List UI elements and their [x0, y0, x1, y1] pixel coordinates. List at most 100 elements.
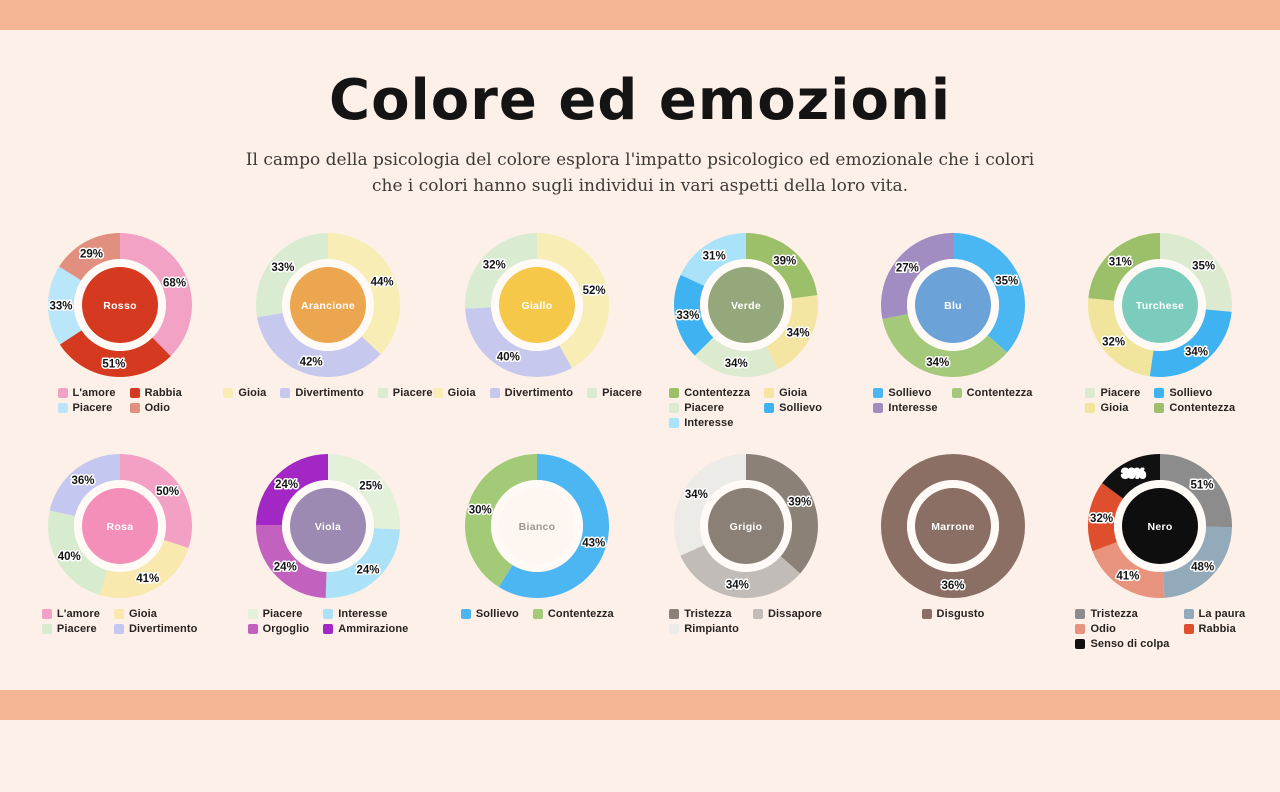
legend-swatch: [1184, 609, 1194, 619]
percent-label: 33%: [271, 262, 294, 274]
chart-legend: Sollievo Contentezza Interesse: [873, 387, 1032, 414]
percent-label: 39%: [773, 256, 796, 268]
percent-label: 41%: [136, 574, 159, 586]
legend-item: Dissapore: [753, 608, 822, 620]
legend-label: Sollievo: [476, 608, 519, 620]
legend-label: Gioia: [238, 387, 266, 399]
percent-label: 50%: [156, 487, 179, 499]
percent-label: 52%: [583, 286, 606, 298]
percent-label: 68%: [163, 278, 186, 290]
legend-swatch: [1184, 624, 1194, 634]
legend-label: Piacere: [57, 623, 97, 635]
legend-swatch: [873, 388, 883, 398]
percent-label: 48%: [1191, 562, 1214, 574]
percent-label: 40%: [57, 552, 80, 564]
percent-label: 32%: [1090, 513, 1113, 525]
legend-swatch: [248, 624, 258, 634]
legend-label: Odio: [1090, 623, 1115, 635]
percent-label: 35%: [1192, 261, 1215, 273]
legend-item: Divertimento: [114, 623, 197, 635]
chart-center-label: Arancione: [301, 300, 355, 312]
legend-item: Piacere: [58, 402, 116, 414]
legend-swatch: [130, 403, 140, 413]
percent-label: 31%: [1109, 257, 1132, 269]
legend-label: Rabbia: [1199, 623, 1236, 635]
chart-center-label: Blu: [944, 300, 962, 312]
legend-item: Interesse: [669, 417, 750, 429]
chart-legend: Sollievo Contentezza: [461, 608, 614, 620]
legend-item: Sollievo: [873, 387, 937, 399]
percent-label: 30%: [1122, 469, 1145, 481]
legend-swatch: [280, 388, 290, 398]
legend-swatch: [1154, 403, 1164, 413]
legend-label: Tristezza: [684, 608, 731, 620]
legend-label: Piacere: [1100, 387, 1140, 399]
legend-swatch: [1075, 639, 1085, 649]
legend-item: Gioia: [764, 387, 822, 399]
legend-swatch: [1154, 388, 1164, 398]
legend-label: Interesse: [684, 417, 733, 429]
percent-label: 32%: [483, 260, 506, 272]
legend-swatch: [323, 609, 333, 619]
percent-label: 51%: [1191, 480, 1214, 492]
legend-swatch: [1085, 403, 1095, 413]
legend-label: L'amore: [57, 608, 100, 620]
legend-swatch: [669, 418, 679, 428]
legend-swatch: [461, 609, 471, 619]
legend-item: Interesse: [323, 608, 408, 620]
legend-swatch: [248, 609, 258, 619]
legend-item: Interesse: [873, 402, 937, 414]
chart-center-label: Rosso: [103, 300, 137, 312]
percent-label: 34%: [1185, 347, 1208, 359]
chart-legend: Disgusto: [922, 608, 985, 620]
legend-item: L'amore: [42, 608, 100, 620]
bottom-accent-bar: [0, 690, 1280, 720]
legend-swatch: [130, 388, 140, 398]
percent-label: 33%: [676, 311, 699, 323]
legend-item: Contentezza: [952, 387, 1033, 399]
legend-label: Piacere: [393, 387, 433, 399]
legend-label: Sollievo: [888, 387, 931, 399]
legend-item: Senso di colpa: [1075, 638, 1169, 650]
legend-item: Contentezza: [669, 387, 750, 399]
percent-label: 41%: [1117, 571, 1140, 583]
legend-swatch: [1075, 624, 1085, 634]
page-title: Colore ed emozioni: [0, 72, 1280, 131]
percent-label: 43%: [583, 538, 606, 550]
chart-center-label: Giallo: [522, 300, 553, 312]
legend-label: Gioia: [1100, 402, 1128, 414]
legend-item: Contentezza: [533, 608, 614, 620]
legend-swatch: [490, 388, 500, 398]
legend-label: Gioia: [448, 387, 476, 399]
legend-swatch: [42, 624, 52, 634]
chart-center-label: Grigio: [729, 521, 762, 533]
legend-label: Orgoglio: [263, 623, 310, 635]
legend-swatch: [433, 388, 443, 398]
legend-item: L'amore: [58, 387, 116, 399]
legend-item: Disgusto: [922, 608, 985, 620]
legend-label: Contentezza: [1169, 402, 1235, 414]
legend-item: Piacere: [587, 387, 642, 399]
subtitle-line-2: che i colori hanno sugli individui in va…: [0, 173, 1280, 199]
legend-swatch: [669, 624, 679, 634]
legend-label: Piacere: [684, 402, 724, 414]
